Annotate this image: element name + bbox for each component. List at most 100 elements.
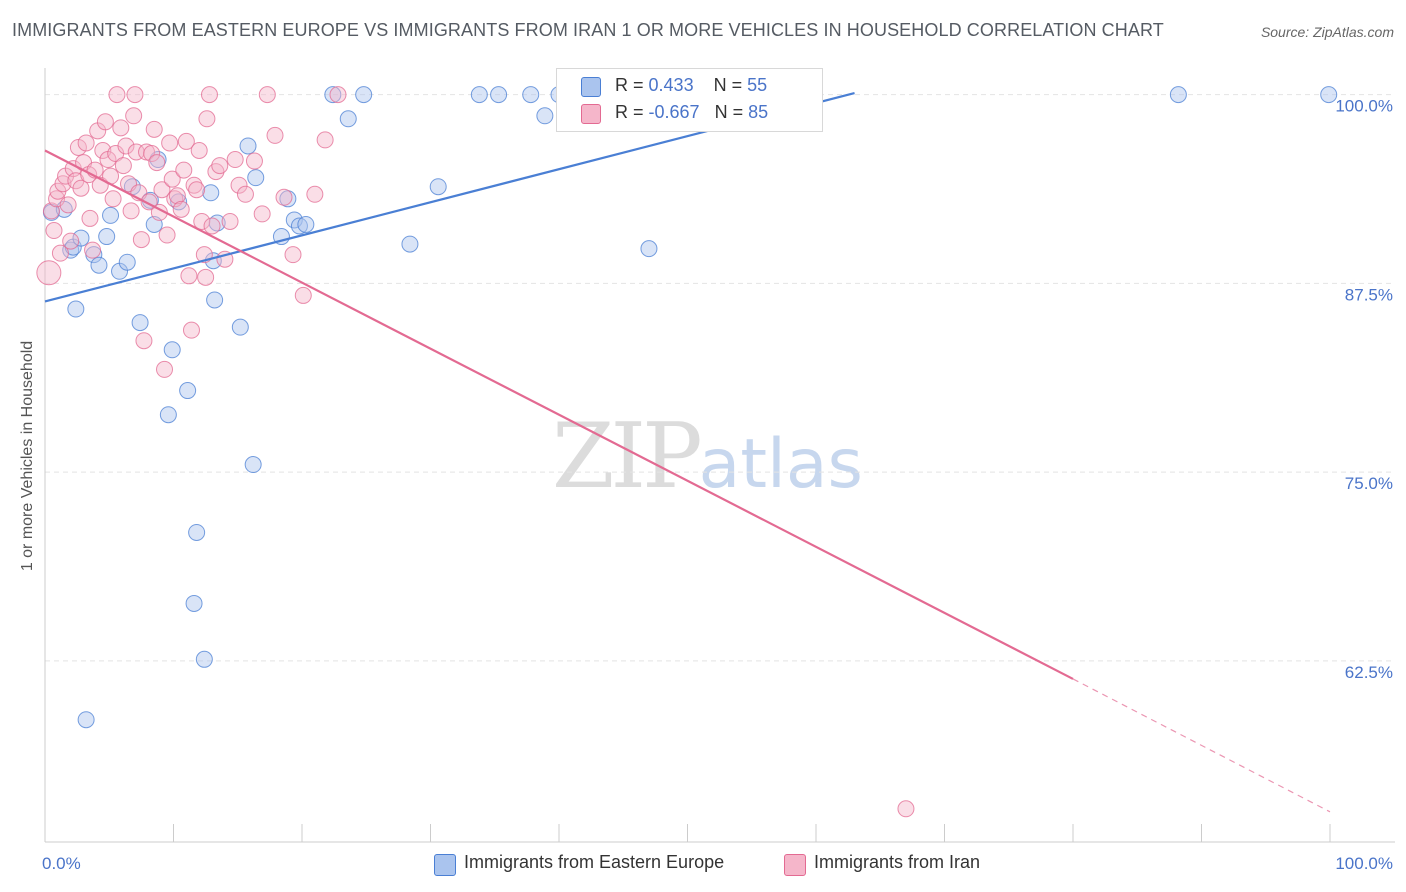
- eastern-europe-point: [324, 86, 342, 104]
- iran-point: [72, 179, 90, 197]
- iran-point: [177, 132, 195, 150]
- iran-point: [166, 190, 184, 208]
- eastern-europe-point: [163, 341, 181, 359]
- iran-point: [81, 209, 99, 227]
- y-tick-label: 75.0%: [1345, 474, 1393, 493]
- iran-trendline-extension: [1072, 678, 1331, 813]
- iran-point: [203, 217, 221, 235]
- blue-swatch-icon: [581, 77, 601, 97]
- iran-point: [148, 154, 166, 172]
- eastern-europe-point: [290, 217, 308, 235]
- eastern-europe-point: [640, 240, 658, 258]
- iran-point: [145, 120, 163, 138]
- iran-point: [36, 260, 62, 286]
- eastern-europe-point: [339, 110, 357, 128]
- eastern-europe-point: [90, 256, 108, 274]
- iran-point: [168, 187, 186, 205]
- iran-point: [112, 119, 130, 137]
- iran-trendline: [44, 149, 1074, 680]
- n-value: 55: [747, 75, 768, 95]
- iran-point: [62, 232, 80, 250]
- iran-point: [226, 151, 244, 169]
- watermark-atlas: atlas: [698, 425, 863, 504]
- iran-point: [161, 134, 179, 152]
- eastern-europe-point: [67, 300, 85, 318]
- iran-point: [117, 137, 135, 155]
- iran-point: [114, 157, 132, 175]
- iran-point: [108, 86, 126, 104]
- iran-point: [172, 200, 190, 218]
- iran-point: [316, 131, 334, 149]
- iran-point: [284, 246, 302, 264]
- series-legend: Immigrants from Eastern Europe Immigrant…: [0, 852, 1406, 878]
- blue-swatch-icon: [434, 854, 456, 876]
- iran-point: [126, 86, 144, 104]
- y-tick-label: 100.0%: [1335, 97, 1393, 116]
- eastern-europe-point: [102, 206, 120, 224]
- iran-point: [158, 226, 176, 244]
- pink-swatch-icon: [784, 854, 806, 876]
- n-value: 85: [748, 102, 769, 122]
- eastern-europe-point: [185, 594, 203, 612]
- y-tick-label: 87.5%: [1345, 285, 1393, 304]
- iran-point: [193, 212, 211, 230]
- eastern-europe-point: [202, 184, 220, 202]
- iran-point: [59, 196, 77, 214]
- eastern-europe-point: [429, 178, 447, 196]
- iran-point: [266, 126, 284, 144]
- eastern-europe-point: [1169, 86, 1187, 104]
- y-tick-label: 62.5%: [1345, 663, 1393, 682]
- iran-point: [245, 152, 263, 170]
- eastern-europe-point: [195, 650, 213, 668]
- iran-point: [180, 267, 198, 285]
- eastern-europe-point: [179, 382, 197, 400]
- iran-point: [198, 110, 216, 128]
- iran-point: [153, 181, 171, 199]
- x-tick-label: 0.0%: [42, 854, 81, 873]
- eastern-europe-point: [470, 86, 488, 104]
- iran-point: [77, 134, 95, 152]
- eastern-europe-point: [297, 215, 315, 233]
- r-value: -0.667: [648, 102, 700, 122]
- eastern-europe-point: [244, 456, 262, 474]
- eastern-europe-point: [188, 523, 206, 541]
- iran-point: [188, 181, 206, 199]
- legend-label: Immigrants from Eastern Europe: [464, 852, 725, 872]
- eastern-europe-point: [247, 169, 265, 187]
- legend-stats: R = -0.667 N = 85: [615, 102, 768, 123]
- iran-point: [190, 141, 208, 159]
- eastern-europe-point: [1320, 86, 1338, 104]
- eastern-europe-point: [62, 241, 80, 259]
- eastern-europe-point: [159, 406, 177, 424]
- iran-point: [253, 205, 271, 223]
- eastern-europe-point: [118, 253, 136, 271]
- iran-point: [211, 157, 229, 175]
- iran-point: [197, 268, 215, 286]
- correlation-legend: R = 0.433 N = 55 R = -0.667 N = 85: [556, 68, 823, 132]
- iran-point: [135, 332, 153, 350]
- eastern-europe-point: [77, 711, 95, 729]
- iran-point: [122, 202, 140, 220]
- legend-stats: R = 0.433 N = 55: [615, 75, 767, 96]
- iran-point: [897, 800, 915, 818]
- eastern-europe-point: [239, 137, 257, 155]
- n-label: N =: [714, 102, 744, 122]
- iran-point: [94, 141, 112, 159]
- source-label: Source: ZipAtlas.com: [1260, 24, 1394, 40]
- iran-point: [275, 188, 293, 206]
- x-tick-label: 100.0%: [1335, 854, 1393, 873]
- iran-point: [182, 321, 200, 339]
- watermark-zip: ZIP: [552, 404, 703, 509]
- r-label: R =: [615, 75, 644, 95]
- iran-point: [306, 185, 324, 203]
- iran-point: [51, 244, 69, 262]
- r-value: 0.433: [648, 75, 694, 95]
- watermark: ZIPatlas: [552, 404, 863, 509]
- iran-point: [45, 222, 63, 240]
- eastern-europe-point: [231, 318, 249, 336]
- iran-point: [104, 190, 122, 208]
- legend-label: Immigrants from Iran: [814, 852, 981, 872]
- iran-point: [185, 176, 203, 194]
- eastern-europe-point: [490, 86, 508, 104]
